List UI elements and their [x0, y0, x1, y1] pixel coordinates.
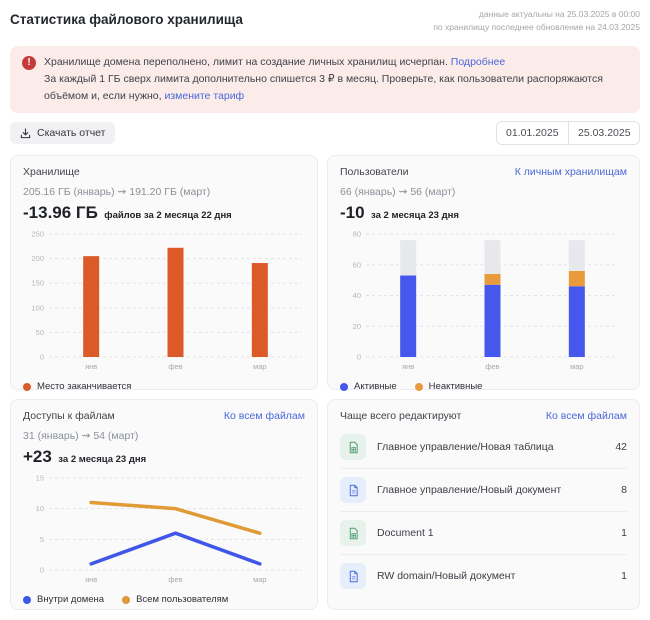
file-name: Document 1 — [377, 527, 434, 540]
users-delta-value: -10 — [340, 203, 365, 223]
change-tariff-link[interactable]: измените тариф — [164, 90, 245, 103]
users-delta-suffix: за 2 месяца 23 дня — [371, 210, 459, 222]
users-chart-legend: Активные Неактивные — [340, 381, 627, 392]
list-item[interactable]: Главное управление/Новый документ 8 — [340, 468, 627, 511]
svg-text:250: 250 — [31, 230, 44, 239]
storage-chart: 0 50 100 150 200 250 янв фев мар — [23, 229, 305, 377]
list-item[interactable]: Главное управление/Новая таблица 42 — [340, 426, 627, 468]
download-icon — [20, 128, 31, 139]
spreadsheet-icon — [340, 520, 366, 547]
legend-dot-all-users — [122, 595, 131, 604]
legend-label-inactive-users: Неактивные — [428, 381, 483, 393]
access-delta-suffix: за 2 месяца 23 дня — [58, 454, 147, 466]
meta-line-2: по хранилищу последнее обновление на 24.… — [433, 22, 640, 33]
alert-text: Хранилище домена переполнено, лимит на с… — [44, 54, 628, 105]
file-name: Главное управление/Новая таблица — [377, 441, 554, 454]
edit-count: 1 — [621, 527, 627, 540]
legend-dot-inside-domain — [23, 595, 31, 604]
toolbar: Скачать отчет 01.01.2025 25.03.2025 — [10, 121, 640, 146]
document-icon — [340, 477, 366, 504]
users-range-subtitle: 66 (январь) ⇝ 56 (март) — [340, 186, 456, 199]
download-report-button[interactable]: Скачать отчет — [10, 122, 116, 145]
alert-line-1: Хранилище домена переполнено, лимит на с… — [44, 56, 448, 69]
svg-text:янв: янв — [402, 362, 414, 371]
storage-overflow-alert: ! Хранилище домена переполнено, лимит на… — [10, 46, 640, 114]
legend-label-all-users: Всем пользователям — [136, 594, 229, 606]
edited-files-list: Главное управление/Новая таблица 42 Глав… — [340, 426, 627, 597]
edit-count: 8 — [621, 484, 627, 497]
personal-storages-link[interactable]: К личным хранилищам — [514, 166, 627, 179]
access-chart-legend: Внутри домена Всем пользователям — [23, 594, 305, 605]
meta-line-1: данные актуальны на 25.03.2025 в 00:00 — [478, 9, 640, 19]
svg-text:янв: янв — [85, 362, 97, 371]
users-panel-title: Пользователи — [340, 166, 409, 179]
svg-text:5: 5 — [40, 535, 44, 544]
all-files-link-edited[interactable]: Ко всем файлам — [545, 410, 627, 423]
svg-text:фев: фев — [168, 575, 182, 584]
svg-text:15: 15 — [36, 474, 44, 483]
edit-count: 1 — [621, 570, 627, 583]
access-panel-title: Доступы к файлам — [23, 410, 115, 423]
storage-delta-value: -13.96 ГБ — [23, 203, 98, 223]
list-item[interactable]: RW domain/Новый документ 1 — [340, 554, 627, 597]
legend-dot-active-users — [340, 382, 348, 391]
storage-panel-title: Хранилище — [23, 166, 80, 179]
svg-text:50: 50 — [36, 328, 44, 337]
storage-range-subtitle: 205.16 ГБ (январь) ⇝ 191.20 ГБ (март) — [23, 186, 211, 199]
edit-count: 42 — [615, 441, 627, 454]
warning-icon: ! — [22, 56, 36, 71]
svg-text:фев: фев — [485, 362, 499, 371]
users-chart: 0 20 40 60 80 янв фев мар — [340, 229, 627, 377]
svg-text:мар: мар — [253, 575, 266, 584]
date-to-input[interactable]: 25.03.2025 — [568, 122, 639, 145]
access-delta-value: +23 — [23, 447, 52, 467]
download-report-label: Скачать отчет — [37, 127, 106, 140]
all-files-link-access[interactable]: Ко всем файлам — [223, 410, 305, 423]
spreadsheet-icon — [340, 434, 366, 461]
svg-text:0: 0 — [40, 353, 44, 362]
data-freshness-note: данные актуальны на 25.03.2025 в 00:00 п… — [433, 8, 640, 34]
legend-dot-storage — [23, 382, 31, 391]
svg-text:200: 200 — [31, 254, 44, 263]
storage-chart-legend: Место заканчивается — [23, 381, 305, 392]
access-range-subtitle: 31 (январь) ⇝ 54 (март) — [23, 430, 139, 443]
users-panel: Пользователи К личным хранилищам 66 (янв… — [327, 155, 640, 392]
svg-text:10: 10 — [36, 505, 44, 514]
date-from-input[interactable]: 01.01.2025 — [506, 127, 559, 140]
svg-text:20: 20 — [353, 322, 361, 331]
page-title: Статистика файлового хранилища — [10, 12, 243, 27]
legend-label-storage: Место заканчивается — [37, 381, 132, 393]
svg-text:мар: мар — [570, 362, 584, 371]
svg-text:100: 100 — [31, 304, 44, 313]
file-name: RW domain/Новый документ — [377, 570, 516, 583]
date-range-picker: 01.01.2025 25.03.2025 — [496, 121, 640, 146]
legend-label-inside-domain: Внутри домена — [37, 594, 105, 606]
svg-text:60: 60 — [353, 261, 361, 270]
file-access-panel: Доступы к файлам Ко всем файлам 31 (янва… — [10, 399, 318, 611]
svg-text:мар: мар — [253, 362, 266, 371]
svg-text:150: 150 — [31, 279, 44, 288]
document-icon — [340, 563, 366, 590]
access-chart: 0 5 10 15 янв фев мар — [23, 473, 305, 590]
most-edited-panel: Чаще всего редактируют Ко всем файлам Гл… — [327, 399, 640, 611]
edited-panel-title: Чаще всего редактируют — [340, 410, 462, 423]
svg-text:80: 80 — [353, 230, 361, 239]
svg-text:0: 0 — [40, 566, 44, 575]
legend-dot-inactive-users — [414, 382, 423, 391]
file-name: Главное управление/Новый документ — [377, 484, 562, 497]
legend-label-active-users: Активные — [354, 381, 397, 393]
svg-text:0: 0 — [357, 353, 361, 362]
svg-text:янв: янв — [85, 575, 97, 584]
alert-details-link[interactable]: Подробнее — [450, 56, 506, 69]
storage-delta-suffix: файлов за 2 месяца 22 дня — [104, 210, 232, 222]
svg-text:фев: фев — [168, 362, 182, 371]
storage-panel: Хранилище 205.16 ГБ (январь) ⇝ 191.20 ГБ… — [10, 155, 318, 392]
list-item[interactable]: Document 1 1 — [340, 511, 627, 554]
alert-line-2: За каждый 1 ГБ сверх лимита дополнительн… — [44, 73, 603, 103]
dashboard-grid: Хранилище 205.16 ГБ (январь) ⇝ 191.20 ГБ… — [10, 155, 640, 611]
svg-text:40: 40 — [353, 291, 361, 300]
page-header: Статистика файлового хранилища данные ак… — [10, 8, 640, 34]
